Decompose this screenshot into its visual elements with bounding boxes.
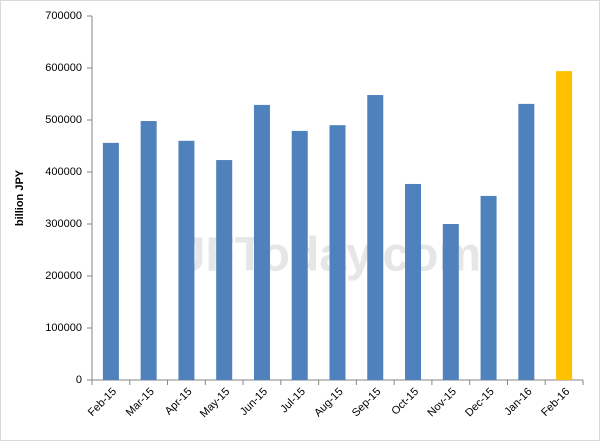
bar — [253, 104, 270, 381]
bar — [178, 140, 195, 380]
y-tick-label: 500000 — [45, 114, 82, 126]
y-tick-label: 600000 — [45, 62, 82, 74]
y-tick-label: 100000 — [45, 322, 82, 334]
bar — [291, 130, 308, 380]
bar — [140, 121, 157, 380]
bar — [518, 103, 535, 380]
bar — [405, 183, 422, 380]
y-tick-label: 200000 — [45, 270, 82, 282]
y-tick-label: 700000 — [45, 10, 82, 22]
bar — [216, 160, 233, 380]
y-tick-label: 300000 — [45, 218, 82, 230]
y-axis-label: billion JPY — [14, 169, 26, 226]
y-tick-label: 400000 — [45, 166, 82, 178]
y-tick-label: 0 — [76, 374, 82, 386]
bar — [367, 95, 384, 380]
bar — [102, 142, 119, 380]
bar — [329, 125, 346, 380]
bar — [556, 71, 573, 381]
bar — [442, 224, 459, 380]
bar — [480, 195, 497, 380]
